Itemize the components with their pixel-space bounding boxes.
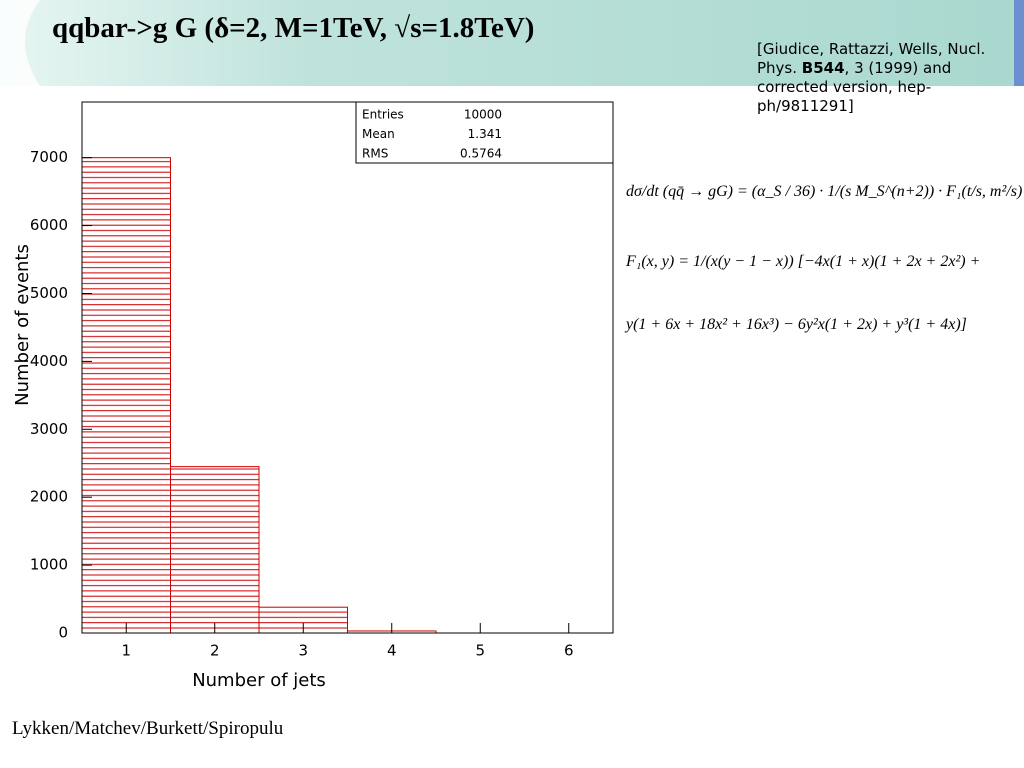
stats-label: Entries <box>362 108 404 122</box>
reference: [Giudice, Rattazzi, Wells, Nucl. Phys. B… <box>757 40 1019 116</box>
y-tick-label: 3000 <box>30 420 68 438</box>
plot-frame <box>81 101 614 634</box>
y-tick-label: 6000 <box>30 216 68 234</box>
equation: dσ/dt (qq̄ → gG) = (α_S / 36) · 1/(s M_S… <box>626 183 1023 200</box>
equation: y(1 + 6x + 18x² + 16x³) − 6y²x(1 + 2x) +… <box>626 316 967 333</box>
stats-box <box>355 101 614 164</box>
header-curve <box>0 0 40 86</box>
header-band <box>0 0 1024 86</box>
equation: F₁(x, y) = 1/(x(y − 1 − x)) [−4x(1 + x)(… <box>626 253 981 270</box>
y-tick-label: 7000 <box>30 148 68 166</box>
ref-text: , 3 (1999) and corrected version, hep-ph… <box>757 59 952 115</box>
header-edge <box>1014 0 1024 86</box>
x-tick-label: 5 <box>475 642 485 660</box>
x-tick-label: 3 <box>298 642 308 660</box>
stats-value: 10000 <box>464 108 502 122</box>
slide-title: qqbar->g G (δ=2, M=1TeV, √s=1.8TeV) <box>52 12 535 44</box>
stats-value: 1.341 <box>468 127 502 141</box>
stats-label: Mean <box>362 127 395 141</box>
y-tick-label: 2000 <box>30 488 68 506</box>
y-axis-label: Number of events <box>12 244 33 406</box>
x-tick-label: 1 <box>121 642 131 660</box>
y-tick-label: 1000 <box>30 556 68 574</box>
stats-label: RMS <box>362 147 388 161</box>
footer: Lykken/Matchev/Burkett/Spiropulu <box>12 718 284 739</box>
y-tick-label: 0 <box>58 624 68 642</box>
x-axis-label: Number of jets <box>192 670 326 691</box>
bar <box>170 466 260 634</box>
x-tick-label: 2 <box>210 642 220 660</box>
bar <box>81 157 171 634</box>
y-tick-label: 5000 <box>30 284 68 302</box>
stats-value: 0.5764 <box>460 147 502 161</box>
ref-text: [Giudice, Rattazzi, Wells, Nucl. Phys. <box>757 40 986 77</box>
y-tick-label: 4000 <box>30 352 68 370</box>
x-tick-label: 6 <box>564 642 574 660</box>
x-tick-label: 4 <box>387 642 397 660</box>
ref-volume: B544 <box>801 59 845 77</box>
